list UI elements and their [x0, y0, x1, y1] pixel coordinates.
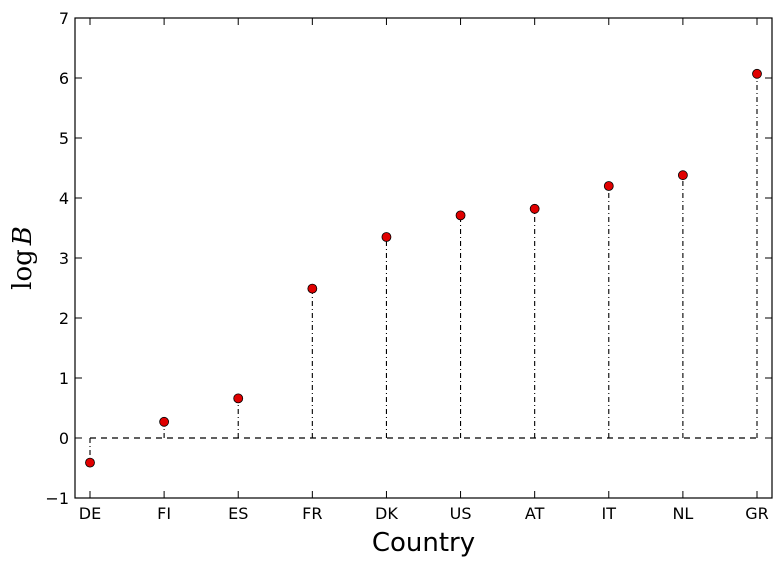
- x-tick-label: US: [450, 504, 472, 523]
- y-tick-label: 3: [59, 249, 69, 268]
- marker-GR: [752, 68, 762, 79]
- y-tick-label: 1: [59, 369, 69, 388]
- marker-NL: [677, 170, 688, 181]
- x-axis-ticks: DE FI ES FR DK US AT IT NL GR: [79, 18, 769, 523]
- y-tick-label: 7: [59, 9, 69, 28]
- marker-IT: [603, 181, 614, 191]
- y-axis-label-text: log: [8, 249, 38, 290]
- x-tick-label: NL: [672, 504, 693, 523]
- y-tick-label: −1: [45, 489, 69, 508]
- stem-lines: [89, 73, 758, 463]
- x-tick-label: AT: [525, 504, 545, 523]
- data-markers: [85, 68, 762, 468]
- y-axis-label-var: B: [8, 226, 38, 246]
- marker-FR: [307, 283, 318, 294]
- y-tick-label: 2: [59, 309, 69, 328]
- marker-ES: [233, 393, 244, 404]
- x-tick-label: GR: [745, 504, 769, 523]
- marker-FI: [159, 416, 170, 427]
- y-tick-label: 5: [59, 129, 69, 148]
- x-tick-label: DE: [79, 504, 101, 523]
- y-tick-label: 4: [59, 189, 69, 208]
- plot-frame: [74, 17, 773, 499]
- x-tick-label: DK: [375, 504, 398, 523]
- marker-US: [455, 210, 466, 221]
- x-tick-label: ES: [228, 504, 248, 523]
- y-tick-label: 0: [59, 429, 69, 448]
- x-tick-label: IT: [602, 504, 617, 523]
- x-tick-label: FR: [302, 504, 322, 523]
- marker-DE: [85, 457, 95, 468]
- marker-DK: [381, 232, 392, 242]
- y-axis-label: log B: [8, 226, 38, 290]
- x-axis-label: Country: [372, 528, 475, 558]
- y-tick-label: 6: [59, 69, 69, 88]
- x-tick-label: FI: [157, 504, 171, 523]
- y-axis-ticks: −1 0 1 2 3 4 5 6 7: [45, 9, 772, 508]
- marker-AT: [529, 203, 540, 214]
